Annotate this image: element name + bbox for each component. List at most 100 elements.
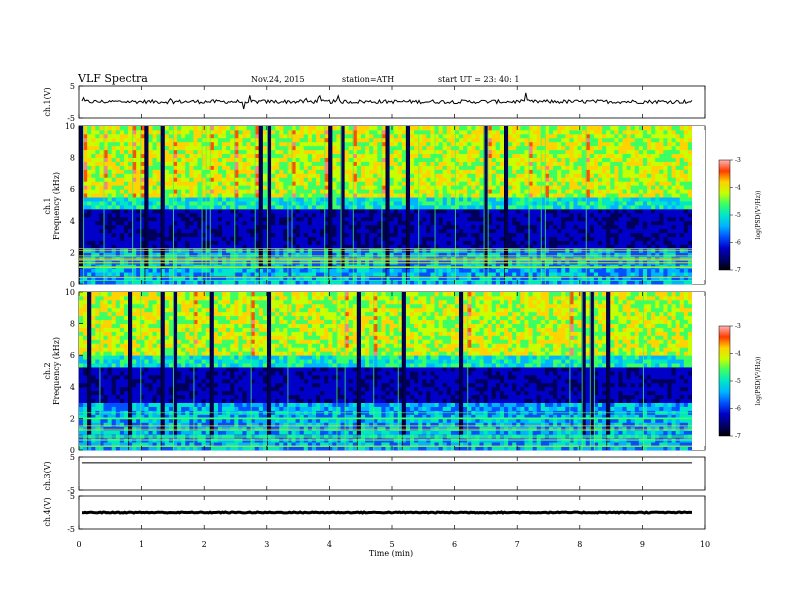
spectrogram-cell [209,157,215,162]
spectrogram-cell [418,126,423,131]
spectrogram-cell [136,145,141,151]
spectrogram-cell [475,197,480,202]
spectrogram-cell [479,197,484,202]
spectrogram-cell [454,153,460,158]
spectrogram-cell [238,228,243,234]
spectrogram-cell [275,129,280,135]
spectrogram-cell [536,145,542,151]
spectrogram-cell [397,157,403,162]
spectrogram-cell [352,232,358,237]
spectrogram-cell [553,189,558,194]
spectrogram-cell [144,252,149,257]
spectrogram-cell [291,145,296,151]
spectrogram-cell [434,126,440,131]
spectrogram-cell [115,133,121,139]
spectrogram-cell [258,161,264,166]
spectrogram-cell [156,276,162,281]
spectrogram-cell [377,236,382,241]
spectrogram-cell [438,185,444,190]
spectrogram-cell [332,173,337,178]
spectrogram-cell [291,165,296,170]
spectrogram-cell [311,173,317,178]
spectrogram-cell [164,252,170,257]
spectrogram-cell [504,197,509,202]
spectrogram-cell [295,232,301,237]
spectrogram-cell [385,201,390,206]
spectrogram-cell [99,189,104,194]
spectrogram-cell [132,181,137,186]
spectrogram-cell [136,276,141,281]
spectrogram-cell [377,256,382,261]
spectrogram-cell [434,141,440,147]
spectrogram-cell [140,272,145,277]
spectrogram-cell [172,280,178,285]
spectrogram-cell [320,268,325,273]
spectrogram-cell [111,145,117,151]
spectrogram-cell [172,145,178,151]
spectrogram-cell [103,268,109,273]
spectrogram-cell [103,185,109,190]
spectrogram-cell [197,205,202,210]
spectrogram-cell [295,276,301,281]
spectrogram-cell [442,169,448,174]
spectrogram-cell [348,224,354,230]
spectrogram-cell [87,228,92,234]
spectrogram-cell [205,216,211,222]
spectrogram-cell [356,169,362,174]
spectrogram-cell [209,280,215,285]
spectrogram-cell [340,240,346,245]
spectrogram-cell [487,161,493,166]
spectrogram-cell [553,197,558,202]
spectrogram-cell [463,197,468,202]
spectrogram-cell [230,216,235,222]
spectrogram-cell [520,212,525,218]
spectrogram-cell [254,236,260,241]
spectrogram-cell [475,145,480,151]
spectrogram-cell [512,244,517,249]
spectrogram-cell [115,141,121,147]
spectrogram-cell [446,145,452,151]
spectrogram-cell [119,232,125,237]
spectrogram-cell [393,216,399,222]
spectrogram-cell [471,169,476,174]
spectrogram-cell [450,212,456,218]
spectrogram-cell [271,228,276,234]
spectrogram-cell [320,193,325,198]
spectrogram-cell [140,173,145,178]
spectrogram-cell [332,252,337,257]
spectrogram-cell [483,193,489,198]
spectrogram-cell [356,197,362,202]
spectrogram-cell [540,141,546,147]
spectrogram-cell [111,153,117,158]
spectrogram-cell [258,205,264,210]
spectrogram-cell [230,272,235,277]
spectrogram-cell [160,220,166,226]
spectrogram-cell [434,220,440,226]
spectrogram-cell [463,169,468,174]
spectrogram-cell [454,129,460,135]
spectrogram-cell [348,157,354,162]
spectrogram-cell [405,133,411,139]
spectrogram-cell [373,126,378,131]
spectrogram-cell [95,177,100,182]
spectrogram-cell [463,240,468,245]
spectrogram-cell [123,228,129,234]
spectrogram-cell [389,268,395,273]
spectrogram-cell [262,133,268,139]
spectrogram-cell [119,228,125,234]
spectrogram-cell [160,256,166,261]
spectrogram-cell [91,189,96,194]
spectrogram-cell [87,181,92,186]
spectrogram-cell [115,256,121,261]
spectrogram-cell [393,169,399,174]
spectrogram-cell [201,201,207,206]
spectrogram-cell [540,161,546,166]
spectrogram-cell [181,228,186,234]
spectrogram-cell [516,240,521,245]
spectrogram-cell [336,256,341,261]
spectrogram-cell [553,185,558,190]
spectrogram-cell [471,212,476,218]
spectrogram-cell [128,252,133,257]
spectrogram-cell [365,220,370,226]
spectrogram-cell [209,272,215,277]
